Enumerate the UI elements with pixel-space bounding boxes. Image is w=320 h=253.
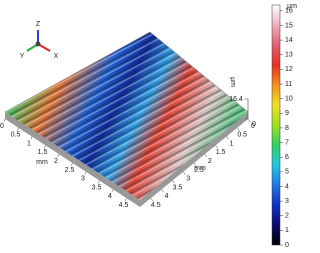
colorbar-tick-label: 12: [285, 66, 293, 73]
colorbar-tick-label: 4: [285, 183, 289, 190]
colorbar-tick-label: 7: [285, 139, 289, 146]
colorbar-tick-label: 6: [285, 154, 289, 161]
axis-tick-label: 3: [81, 176, 85, 183]
axis-tick: [236, 127, 240, 131]
colorbar-tick-label: 2: [285, 213, 289, 220]
colorbar-tick-label: 9: [285, 110, 289, 117]
axis-tick: [30, 136, 33, 140]
triad-y: Y: [20, 53, 25, 60]
axis-tick-label: 4: [165, 193, 169, 200]
colorbar-tick-label: 10: [285, 96, 293, 103]
axis-tick: [84, 171, 87, 175]
colorbar-tick-label: 13: [285, 52, 293, 59]
chart: Z Y X mm mm µm µm 0123456789101112131415…: [0, 3, 297, 249]
axis-tick-label: 0: [251, 123, 255, 130]
z-axis-label: µm: [229, 77, 236, 87]
axis-triad: Z Y X: [20, 21, 59, 60]
axis-tick: [182, 171, 186, 175]
axis-tick-label: 1: [229, 140, 233, 147]
axis-tick: [71, 162, 73, 166]
axis-tick-label: 0.5: [237, 132, 247, 139]
axis-tick: [150, 198, 154, 202]
axis-tick-label: 1.5: [38, 149, 48, 156]
colorbar-tick-label: 3: [285, 198, 289, 205]
axis-tick: [44, 145, 46, 149]
axis-tick-label: 2: [208, 158, 212, 165]
x-axis-label: mm: [36, 159, 48, 166]
axis-tick-label: 3.5: [92, 184, 102, 191]
axis-tick-label: 2.5: [194, 167, 204, 174]
axis-tick: [111, 189, 114, 193]
axis-tick-label: 3: [186, 176, 190, 183]
axis-tick: [226, 136, 229, 140]
axis-tick-label: 4.5: [119, 202, 129, 209]
axis-tick-label: 16.4: [229, 96, 243, 103]
colorbar-unit: µm: [287, 3, 297, 10]
colorbar: [271, 4, 281, 246]
triad-x: X: [54, 53, 59, 60]
colorbar-tick-label: 16: [285, 8, 293, 15]
colorbar-tick-label: 0: [285, 242, 289, 249]
axis-tick-label: 3.5: [173, 184, 183, 191]
axis-tick-label: 0: [0, 123, 4, 130]
axis-tick: [57, 154, 60, 158]
axis-tick: [3, 118, 6, 122]
axis-tick: [215, 145, 218, 149]
axis-tick: [204, 154, 208, 158]
axis-tick: [247, 118, 251, 122]
colorbar-tick-label: 14: [285, 37, 293, 44]
axis-tick: [161, 189, 164, 193]
axis-tick-label: 4: [108, 193, 112, 200]
axis-tick-label: 4.5: [151, 202, 161, 209]
y-axis-label: mm: [194, 165, 206, 172]
axis-tick-label: 0: [252, 121, 256, 128]
axis-tick: [98, 180, 100, 184]
colorbar-tick-label: 5: [285, 169, 289, 176]
colorbar-tick-label: 15: [285, 22, 293, 29]
axis-tick: [17, 127, 19, 131]
axis-tick: [172, 180, 175, 184]
axis-tick-label: 1.5: [216, 149, 226, 156]
axis-tick-label: 2.5: [65, 167, 75, 174]
triad-z: Z: [36, 21, 41, 28]
axis-tick: [193, 162, 197, 166]
axis-tick-label: 2: [54, 158, 58, 165]
axis-tick-label: 0.5: [11, 132, 21, 139]
colorbar-tick-label: 11: [285, 81, 292, 88]
axis-tick-label: 1: [27, 140, 31, 147]
colorbar-tick-label: 8: [285, 125, 289, 132]
colorbar-tick-label: 1: [285, 227, 289, 234]
surface: [4, 31, 249, 207]
axis-tick: [125, 198, 127, 202]
